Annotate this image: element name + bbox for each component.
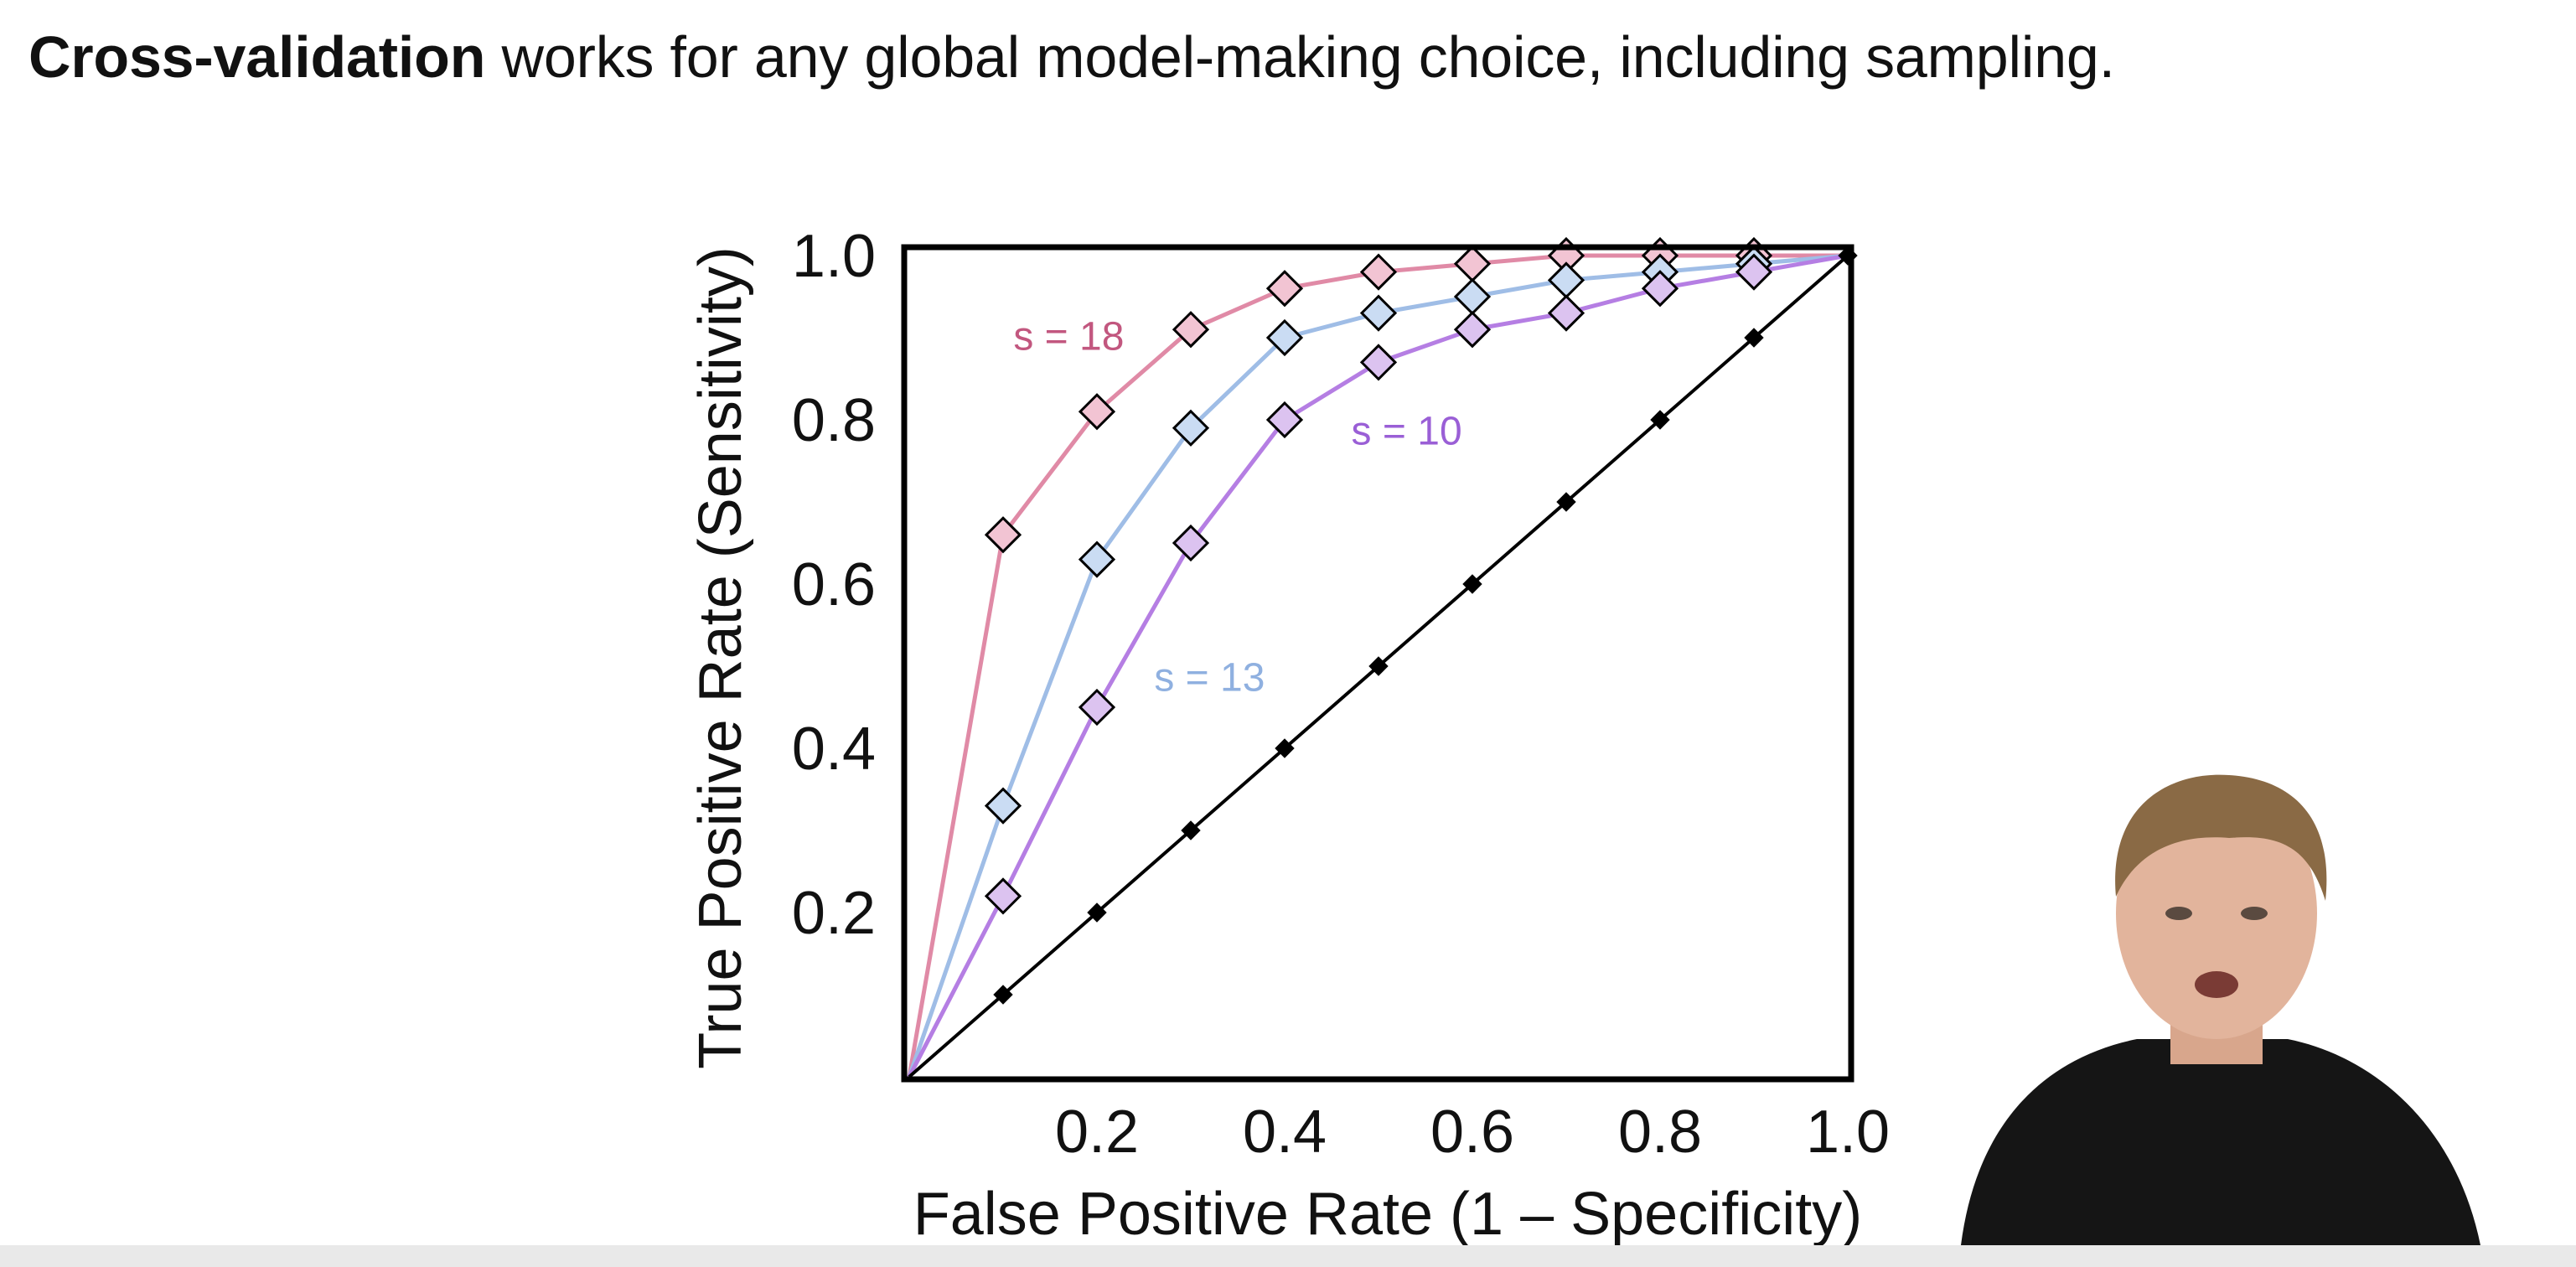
- series-1-point-6: [1453, 277, 1492, 316]
- chart-marks: [907, 236, 1858, 1078]
- chart-labels: 0.2 0.4 0.6 0.8 1.0 0.2 0.4 0.6 0.8 1.0 s = 18 s = …: [792, 223, 1890, 1166]
- reference-point-6: [1462, 574, 1482, 594]
- series-1-point-5: [1359, 294, 1398, 332]
- series-0-point-2: [1078, 393, 1116, 431]
- x-tick-label-3: 0.8: [1618, 1099, 1702, 1166]
- series-1-point-2: [1078, 540, 1116, 578]
- presenter-shirt: [1961, 1039, 2480, 1245]
- presenter-face: [2116, 788, 2317, 1039]
- series-0-point-4: [1265, 270, 1304, 308]
- series-0-point-5: [1359, 253, 1398, 291]
- y-axis-label: True Positive Rate (Sensitivity): [687, 246, 754, 1069]
- y-tick-label-2: 0.6: [792, 551, 876, 618]
- series-0-point-3: [1172, 311, 1210, 349]
- series-2-point-3: [1172, 524, 1210, 562]
- headline-bold: Cross-validation: [28, 24, 486, 90]
- plot-frame: [901, 244, 1854, 1083]
- presenter-mouth: [2195, 971, 2238, 998]
- reference-point-3: [1181, 820, 1201, 840]
- y-tick-label-4: 1.0: [792, 223, 876, 290]
- series-2-point-5: [1359, 344, 1398, 381]
- reference-point-5: [1368, 656, 1389, 676]
- presenter-eye-left: [2165, 907, 2192, 920]
- series-2-point-8: [1641, 270, 1679, 308]
- series-2-point-4: [1265, 401, 1304, 439]
- series-2-point-6: [1453, 311, 1492, 349]
- series-2-point-9: [1735, 253, 1773, 291]
- x-axis-label: False Positive Rate (1 – Specificity): [913, 1181, 1862, 1248]
- x-tick-label-4: 1.0: [1806, 1099, 1890, 1166]
- series-0-point-1: [984, 516, 1022, 554]
- y-tick-label-0: 0.2: [792, 880, 876, 947]
- series-0-point-6: [1453, 245, 1492, 282]
- x-tick-label-1: 0.4: [1243, 1099, 1327, 1166]
- y-tick-label-3: 0.8: [792, 387, 876, 454]
- series-1-point-1: [984, 787, 1022, 825]
- series-1-point-3: [1172, 409, 1210, 447]
- x-tick-label-2: 0.6: [1430, 1099, 1514, 1166]
- series-2-point-1: [984, 877, 1022, 915]
- series-annotation-0: s = 18: [1013, 315, 1124, 359]
- y-tick-label-1: 0.4: [792, 716, 876, 783]
- reference-point-2: [1087, 902, 1107, 923]
- series-2-point-7: [1547, 294, 1585, 332]
- reference-point-8: [1650, 410, 1670, 430]
- slide-headline: Cross-validation works for any global mo…: [28, 23, 2115, 90]
- reference-point-1: [993, 985, 1013, 1005]
- presenter-hair: [2115, 774, 2327, 901]
- presenter-eye-right: [2241, 907, 2268, 920]
- video-bottom-bar: [0, 1245, 2576, 1267]
- x-tick-label-0: 0.2: [1055, 1099, 1139, 1166]
- series-2-point-2: [1078, 688, 1116, 727]
- series-annotation-1: s = 13: [1154, 655, 1265, 700]
- reference-point-4: [1275, 738, 1295, 758]
- reference-point-7: [1556, 492, 1576, 512]
- headline-rest: works for any global model-making choice…: [485, 24, 2115, 90]
- series-annotation-2: s = 10: [1352, 409, 1462, 453]
- series-1-point-4: [1265, 318, 1304, 357]
- reference-point-9: [1744, 328, 1764, 348]
- series-1-point-7: [1547, 261, 1585, 299]
- presenter-video: [1961, 774, 2480, 1245]
